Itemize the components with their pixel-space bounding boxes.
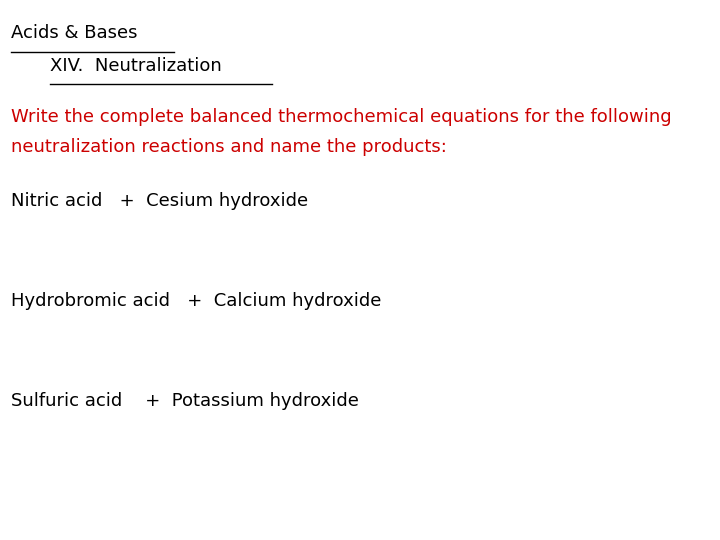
Text: Hydrobromic acid   +  Calcium hydroxide: Hydrobromic acid + Calcium hydroxide <box>11 292 381 309</box>
Text: Sulfuric acid    +  Potassium hydroxide: Sulfuric acid + Potassium hydroxide <box>11 392 359 409</box>
Text: Nitric acid   +  Cesium hydroxide: Nitric acid + Cesium hydroxide <box>11 192 308 210</box>
Text: Acids & Bases: Acids & Bases <box>11 24 138 42</box>
Text: XIV.  Neutralization: XIV. Neutralization <box>50 57 222 75</box>
Text: neutralization reactions and name the products:: neutralization reactions and name the pr… <box>11 138 446 156</box>
Text: Write the complete balanced thermochemical equations for the following: Write the complete balanced thermochemic… <box>11 108 672 126</box>
